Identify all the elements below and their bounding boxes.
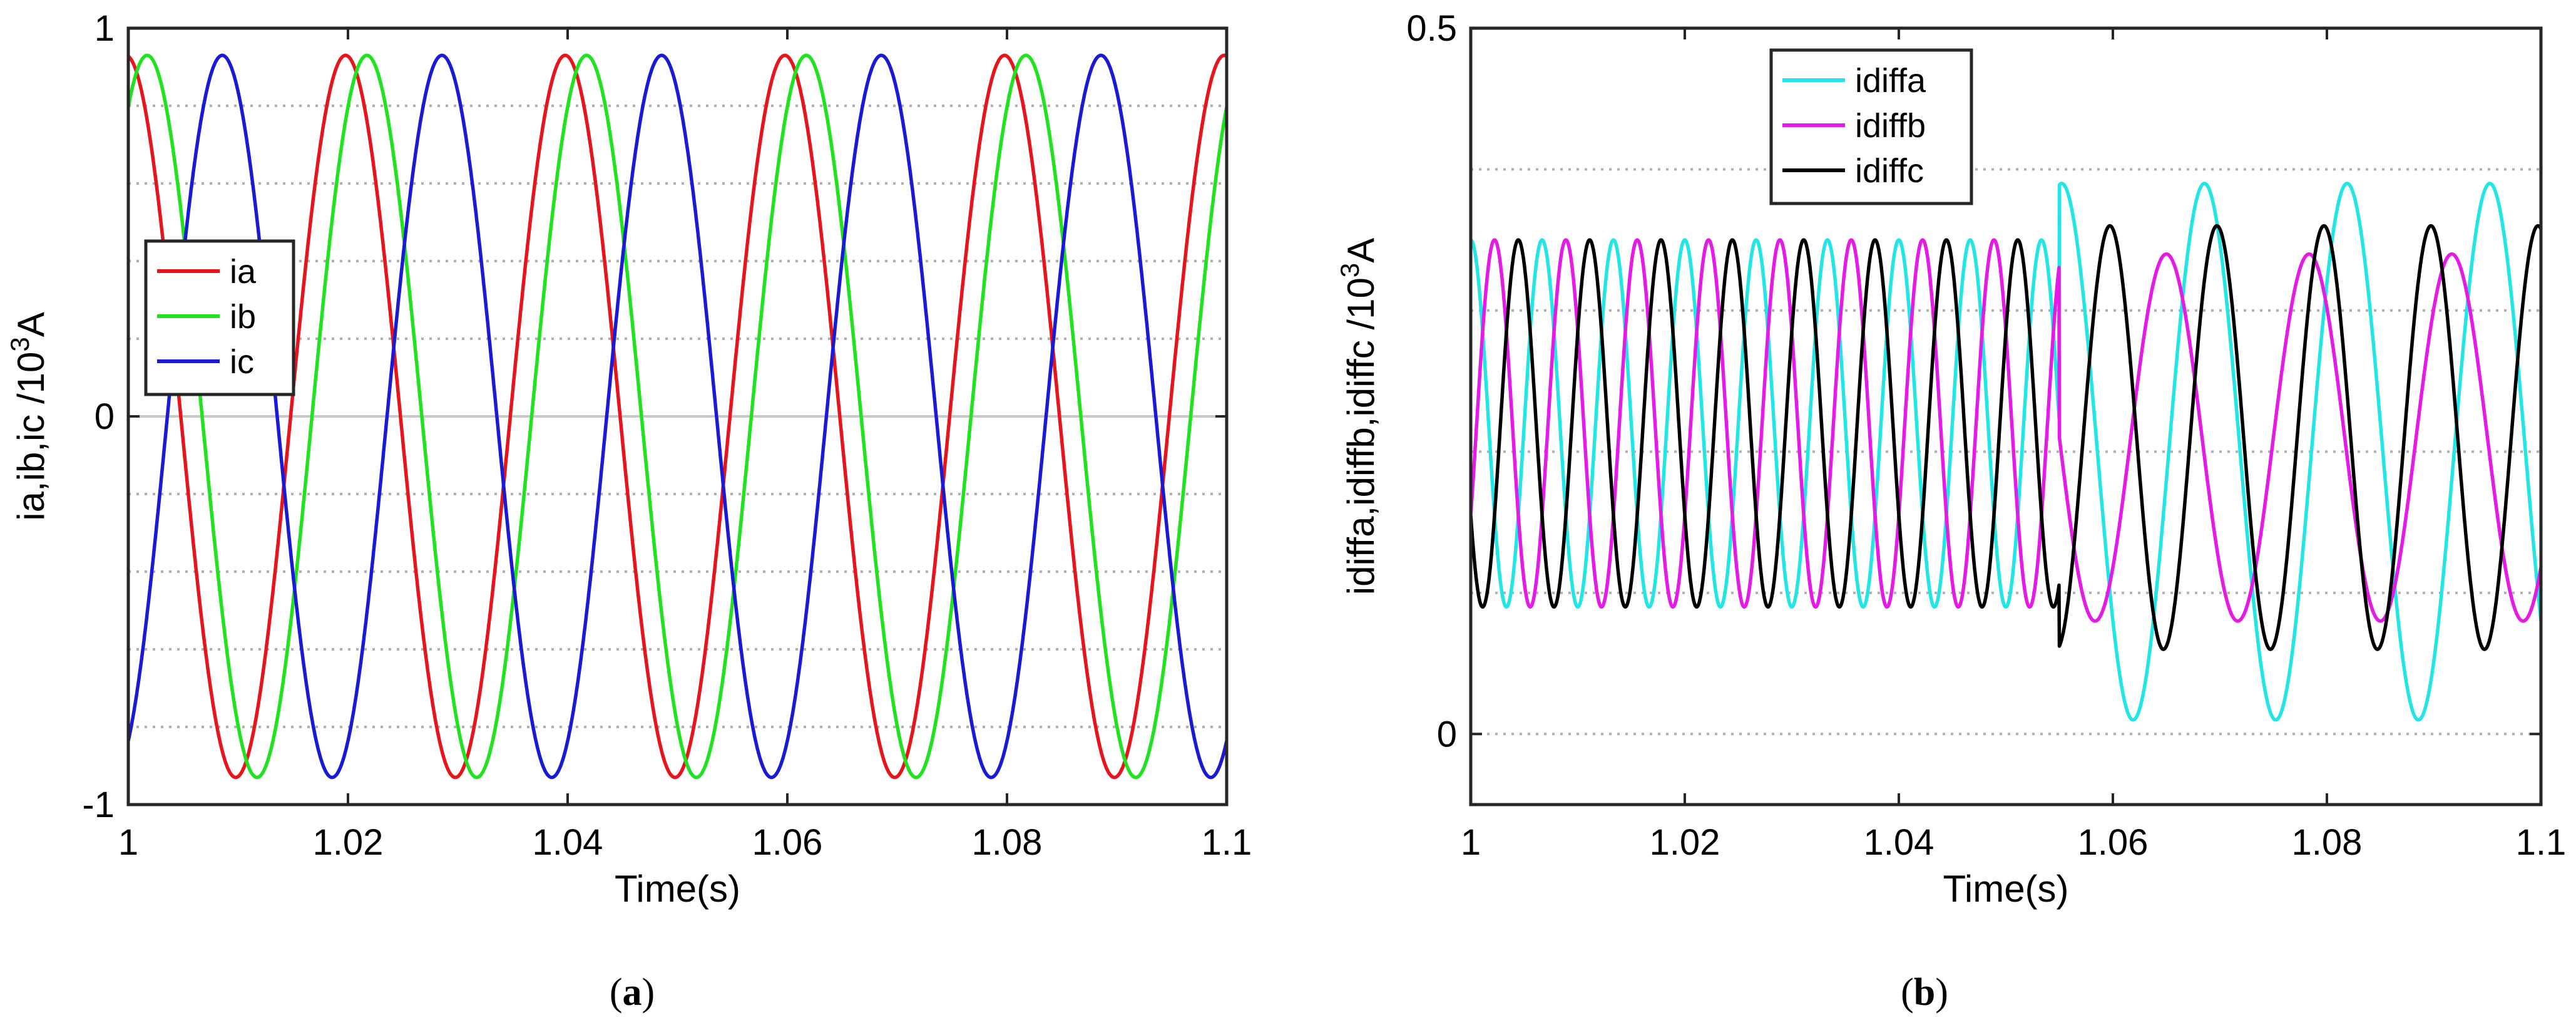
x-tick-label: 1.02 [1650, 822, 1720, 863]
legend: idiffa idiffb idiffc [1769, 48, 1973, 205]
y-axis-label: idiffa,idiffb,idiffc /103A [1335, 238, 1382, 595]
x-tick-label: 1.04 [533, 822, 603, 863]
legend-label-ic: ic [230, 343, 254, 381]
legend-label-ib: ib [230, 298, 256, 336]
plot-area [1471, 28, 2541, 805]
x-tick-label: 1.06 [2078, 822, 2149, 863]
x-tick-label: 1.08 [2292, 822, 2363, 863]
x-tick-label: 1 [1461, 822, 1481, 863]
x-tick-label: 1.02 [313, 822, 384, 863]
y-axis-label: ia,ib,ic /103A [5, 312, 52, 521]
axes-box [1469, 26, 2543, 806]
series-group [128, 53, 1227, 780]
panel-caption: (a) [610, 971, 655, 1014]
legend-label-idiffb: idiffb [1855, 107, 1926, 145]
x-tick-label: 1.04 [1864, 822, 1935, 863]
series-line-idiffc [1471, 224, 2541, 651]
x-tick-label: 1.1 [2516, 822, 2567, 863]
series-line-ic [128, 53, 1227, 780]
series-line-ia [128, 53, 1227, 780]
series-line-ib [128, 53, 1227, 780]
x-tick-label: 1.08 [972, 822, 1043, 863]
chart-panel-a: 1 1.02 1.04 1.06 1.08 1.1 -1 0 1 Time(s) ia,ib,ic … [5, 8, 1252, 1014]
legend: ia ib ic [144, 239, 295, 396]
series-group [1471, 182, 2541, 722]
x-tick-label: 1.06 [752, 822, 823, 863]
x-axis-label: Time(s) [615, 868, 740, 910]
y-tick-label: 0.5 [1406, 8, 1457, 49]
legend-label-ia: ia [230, 253, 257, 291]
x-tick-label: 1.1 [1202, 822, 1252, 863]
y-tick-label: 0 [95, 396, 115, 437]
x-axis-label: Time(s) [1943, 868, 2068, 910]
chart-panel-b: 1 1.02 1.04 1.06 1.08 1.1 0 0.5 Time(s) idiffa,id… [1335, 8, 2566, 1014]
legend-label-idiffc: idiffc [1855, 152, 1924, 190]
panel-caption: (b) [1901, 971, 1948, 1014]
y-tick-label: 0 [1437, 714, 1457, 754]
y-tick-label: -1 [82, 785, 115, 825]
y-tick-label: 1 [95, 8, 115, 49]
x-tick-label: 1 [118, 822, 138, 863]
series-line-idiffa [1471, 182, 2541, 722]
legend-label-idiffa: idiffa [1855, 62, 1926, 100]
